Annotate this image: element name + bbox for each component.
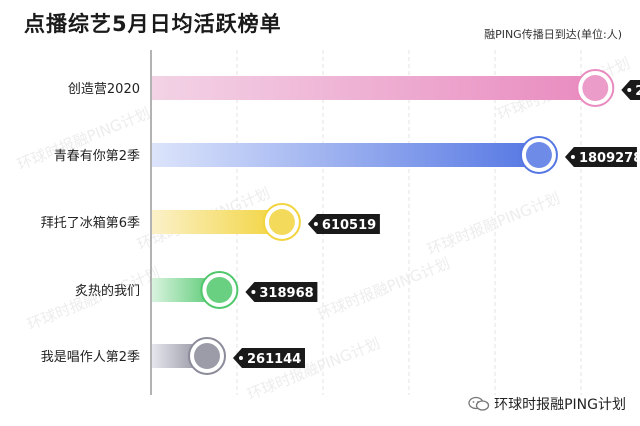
wechat-icon (468, 396, 490, 411)
value-label: 2072097 (635, 84, 640, 99)
show-logo-icon (262, 203, 301, 241)
bar (152, 143, 539, 167)
watermark-text: 环球时报融PING计划 (315, 254, 453, 324)
value-badge: 1809278 (564, 147, 640, 167)
category-label: 炙热的我们 (75, 283, 140, 299)
chart-title: 点播综艺5月日均活跃榜单 (24, 12, 282, 36)
bar (152, 76, 596, 100)
show-logo-icon (519, 136, 558, 174)
show-logos (187, 69, 615, 375)
category-label: 我是唱作人第2季 (41, 350, 140, 365)
value-badge: 318968 (245, 282, 318, 302)
source-footer: 环球时报融PING计划 (468, 394, 626, 414)
category-label: 创造营2020 (68, 82, 140, 97)
source-text: 环球时报融PING计划 (494, 397, 626, 413)
category-label: 拜托了冰箱第6季 (41, 215, 140, 231)
show-logo-icon (187, 337, 226, 375)
show-logo-icon (576, 69, 615, 107)
value-label: 318968 (259, 286, 313, 301)
watermark-text: 环球时报融PING计划 (425, 189, 563, 259)
chart-grid (236, 50, 582, 395)
value-label: 1809278 (579, 151, 640, 166)
unit-note: 融PING传播日到达(单位:人) (484, 28, 622, 41)
value-label: 261144 (247, 352, 301, 367)
value-badge: 261144 (232, 348, 305, 368)
value-label: 610519 (322, 218, 376, 233)
value-badge: 2072097 (621, 80, 640, 100)
category-label: 青春有你第2季 (54, 149, 140, 164)
value-badges: 2072097 1809278 610519 318968 261144 (232, 80, 640, 368)
bar (152, 210, 282, 234)
value-badge: 610519 (307, 214, 380, 234)
bars (152, 76, 596, 368)
watermark-text: 环球时报融PING计划 (245, 334, 383, 404)
show-logo-icon (200, 271, 239, 309)
